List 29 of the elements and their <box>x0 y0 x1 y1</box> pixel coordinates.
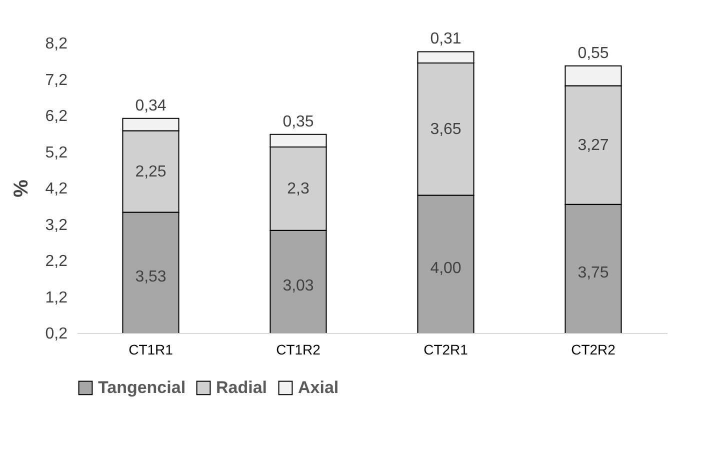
x-tick-label: CT1R2 <box>276 342 321 358</box>
data-label: 0,55 <box>578 44 609 62</box>
legend-label: Tangencial <box>98 378 186 397</box>
legend-label: Axial <box>298 378 339 397</box>
data-label: 0,34 <box>135 97 166 114</box>
y-tick-label: 6,2 <box>45 108 68 125</box>
y-tick-label: 4,2 <box>45 180 68 198</box>
y-axis-title: % <box>10 179 32 198</box>
data-label: 4,00 <box>430 260 462 277</box>
y-tick-label: 8,2 <box>45 36 68 52</box>
x-tick-label: CT1R1 <box>128 342 174 358</box>
x-tick-label: CT2R2 <box>571 342 616 358</box>
y-tick-label: 7,2 <box>45 72 68 89</box>
y-tick-label: 2,2 <box>45 253 68 270</box>
data-label: 2,25 <box>135 164 166 181</box>
y-tick-label: 3,2 <box>45 216 68 234</box>
data-label: 3,03 <box>282 277 314 294</box>
data-label: 3,65 <box>430 121 462 138</box>
data-label: 0,35 <box>282 113 314 130</box>
data-label: 3,53 <box>135 268 166 286</box>
data-label: 2,3 <box>287 180 310 198</box>
x-tick-label: CT2R1 <box>424 342 468 358</box>
data-label: 3,27 <box>578 137 609 154</box>
data-label: 0,31 <box>430 30 462 48</box>
y-tick-label: 1,2 <box>45 289 68 306</box>
y-tick-label: 5,2 <box>45 144 68 162</box>
y-tick-label: 0,2 <box>45 326 68 342</box>
data-label: 3,75 <box>578 264 609 282</box>
legend-label: Radial <box>216 378 268 397</box>
